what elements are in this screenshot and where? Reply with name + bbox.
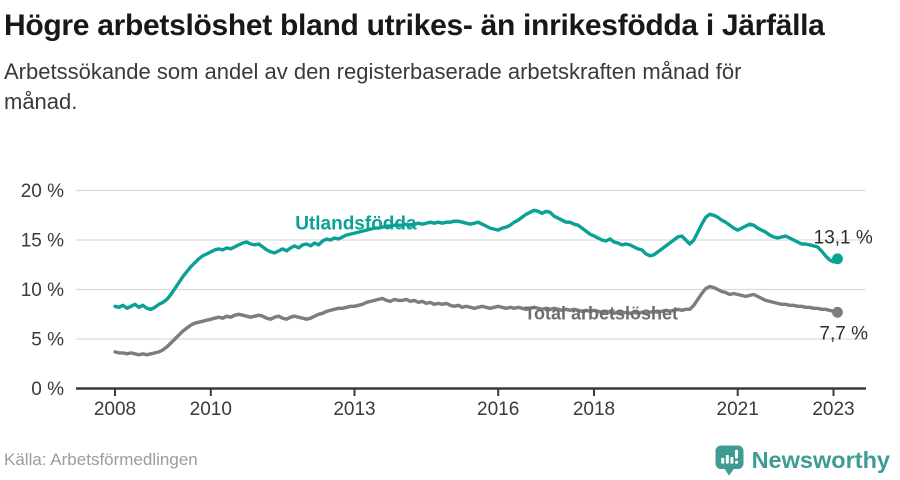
x-tick-label-2016: 2016 — [477, 399, 519, 420]
chart-area: 0 % 5 % 10 % 15 % 20 % 2008 2010 2013 2016 2018 20… — [0, 174, 900, 426]
series-line-0 — [113, 208, 840, 312]
x-tick-label-2018: 2018 — [573, 399, 615, 420]
series-end-dot-0 — [832, 253, 843, 265]
series-end-dot-1 — [832, 306, 843, 318]
chart-footer: Källa: Arbetsförmedlingen Newsworthy — [4, 443, 890, 477]
y-tick-label-15: 15 % — [21, 231, 64, 252]
series-line-1 — [113, 284, 840, 357]
y-tick-label-0: 0 % — [31, 379, 64, 400]
line-chart: 0 % 5 % 10 % 15 % 20 % 2008 2010 2013 2016 2018 20… — [21, 181, 873, 420]
y-tick-label-5: 5 % — [31, 330, 64, 351]
newsworthy-logo-icon — [715, 445, 744, 476]
newsworthy-wordmark: Newsworthy — [751, 446, 890, 473]
source-note: Källa: Arbetsförmedlingen — [4, 450, 198, 469]
y-tick-label-20: 20 % — [21, 181, 64, 202]
x-tick-label-2023: 2023 — [812, 399, 854, 420]
chart-page: { "footer": { "brand": "Newsworthy" }, "… — [0, 6, 900, 480]
series-label-total: Total arbetslöshet — [524, 304, 678, 324]
chart-header: Högre arbetslöshet bland utrikes- än inr… — [0, 6, 900, 118]
value-label-total: 7,7 % — [819, 324, 868, 345]
page-subtitle: Arbetssökande som andel av den registerb… — [4, 58, 742, 115]
newsworthy-brand: Newsworthy — [715, 445, 890, 476]
page-title: Högre arbetslöshet bland utrikes- än inr… — [4, 9, 825, 42]
x-tick-label-2021: 2021 — [717, 399, 759, 420]
series-label-utlandsfodda: Utlandsfödda — [295, 214, 417, 235]
y-tick-label-10: 10 % — [21, 280, 64, 301]
x-tick-label-2010: 2010 — [190, 399, 232, 420]
value-label-utlandsfodda: 13,1 % — [814, 228, 873, 249]
x-tick-label-2013: 2013 — [333, 399, 375, 420]
x-tick-label-2008: 2008 — [94, 399, 136, 420]
